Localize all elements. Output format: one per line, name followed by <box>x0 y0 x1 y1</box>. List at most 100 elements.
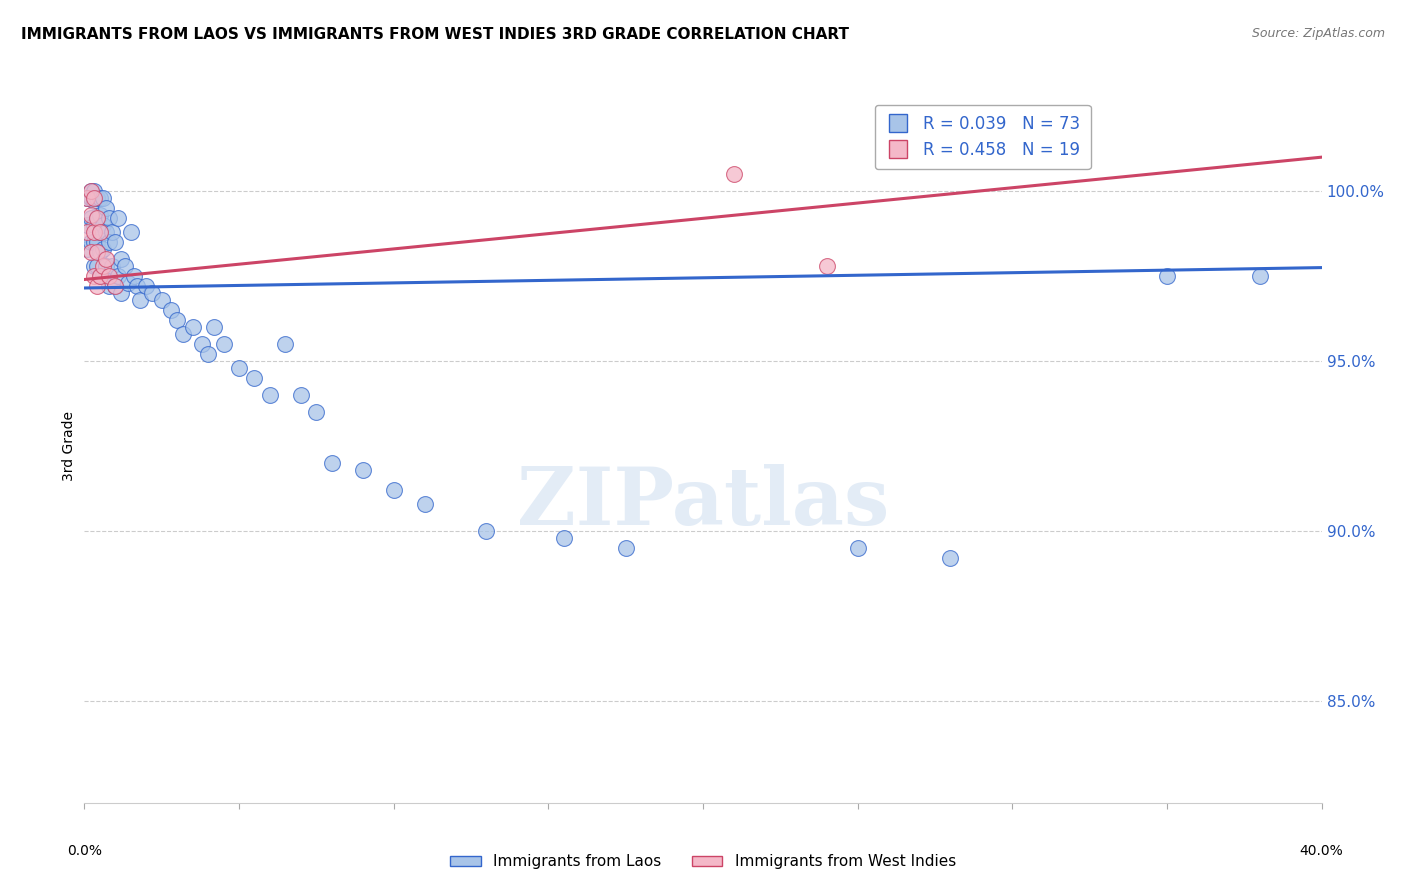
Point <box>89 225 111 239</box>
Point <box>815 259 838 273</box>
Point <box>86 191 108 205</box>
Point <box>83 194 105 209</box>
Text: Source: ZipAtlas.com: Source: ZipAtlas.com <box>1251 27 1385 40</box>
Point <box>79 211 101 226</box>
Point <box>79 191 101 205</box>
Point <box>91 218 114 232</box>
Point <box>125 279 148 293</box>
Point <box>110 286 132 301</box>
Point <box>117 276 139 290</box>
Point <box>135 279 157 293</box>
Point <box>160 303 183 318</box>
Point <box>83 184 105 198</box>
Point <box>76 225 98 239</box>
Point <box>321 456 343 470</box>
Point <box>107 211 129 226</box>
Point <box>83 191 105 205</box>
Point <box>86 259 108 273</box>
Point <box>79 184 101 198</box>
Point <box>83 259 105 273</box>
Point <box>101 259 124 273</box>
Point <box>94 252 117 266</box>
Point <box>86 211 108 226</box>
Point <box>79 245 101 260</box>
Point <box>129 293 152 307</box>
Point <box>83 269 105 284</box>
Point <box>86 235 108 249</box>
Point <box>89 225 111 239</box>
Point <box>150 293 173 307</box>
Legend: Immigrants from Laos, Immigrants from West Indies: Immigrants from Laos, Immigrants from We… <box>444 848 962 875</box>
Point <box>382 483 405 498</box>
Point <box>243 371 266 385</box>
Point <box>91 242 114 256</box>
Point <box>94 259 117 273</box>
Point <box>846 541 869 555</box>
Point <box>83 218 105 232</box>
Point <box>104 235 127 249</box>
Point <box>212 337 235 351</box>
Point <box>413 497 436 511</box>
Point <box>352 463 374 477</box>
Point <box>79 184 101 198</box>
Point <box>86 245 108 260</box>
Point <box>76 242 98 256</box>
Point <box>107 269 129 284</box>
Point <box>197 347 219 361</box>
Point <box>228 360 250 375</box>
Point <box>76 218 98 232</box>
Point <box>202 320 225 334</box>
Point <box>91 191 114 205</box>
Point <box>101 225 124 239</box>
Point <box>259 388 281 402</box>
Point <box>98 211 121 226</box>
Point <box>79 208 101 222</box>
Point <box>614 541 637 555</box>
Text: ZIPatlas: ZIPatlas <box>517 464 889 542</box>
Point <box>122 269 145 284</box>
Y-axis label: 3rd Grade: 3rd Grade <box>62 411 76 481</box>
Point <box>553 531 575 545</box>
Point <box>723 167 745 181</box>
Point <box>83 235 105 249</box>
Point <box>89 269 111 284</box>
Point <box>120 225 142 239</box>
Point <box>89 269 111 284</box>
Point <box>110 252 132 266</box>
Point <box>475 524 498 538</box>
Point <box>305 405 328 419</box>
Point <box>89 245 111 260</box>
Point <box>94 201 117 215</box>
Text: IMMIGRANTS FROM LAOS VS IMMIGRANTS FROM WEST INDIES 3RD GRADE CORRELATION CHART: IMMIGRANTS FROM LAOS VS IMMIGRANTS FROM … <box>21 27 849 42</box>
Text: 0.0%: 0.0% <box>67 844 101 857</box>
Point <box>86 279 108 293</box>
Point <box>939 551 962 566</box>
Point <box>76 191 98 205</box>
Point <box>290 388 312 402</box>
Point <box>98 269 121 284</box>
Point <box>274 337 297 351</box>
Point <box>94 225 117 239</box>
Point <box>98 235 121 249</box>
Point <box>1249 269 1271 284</box>
Point <box>98 279 121 293</box>
Legend: R = 0.039   N = 73, R = 0.458   N = 19: R = 0.039 N = 73, R = 0.458 N = 19 <box>875 104 1091 169</box>
Point <box>141 286 163 301</box>
Point <box>104 279 127 293</box>
Point <box>104 279 127 293</box>
Point <box>79 235 101 249</box>
Point <box>83 225 105 239</box>
Point <box>166 313 188 327</box>
Point <box>91 269 114 284</box>
Point <box>86 211 108 226</box>
Text: 40.0%: 40.0% <box>1299 844 1344 857</box>
Point <box>76 191 98 205</box>
Point <box>91 259 114 273</box>
Point <box>89 208 111 222</box>
Point <box>1156 269 1178 284</box>
Point <box>181 320 204 334</box>
Point <box>89 191 111 205</box>
Point <box>172 326 194 341</box>
Point <box>114 259 136 273</box>
Point <box>191 337 214 351</box>
